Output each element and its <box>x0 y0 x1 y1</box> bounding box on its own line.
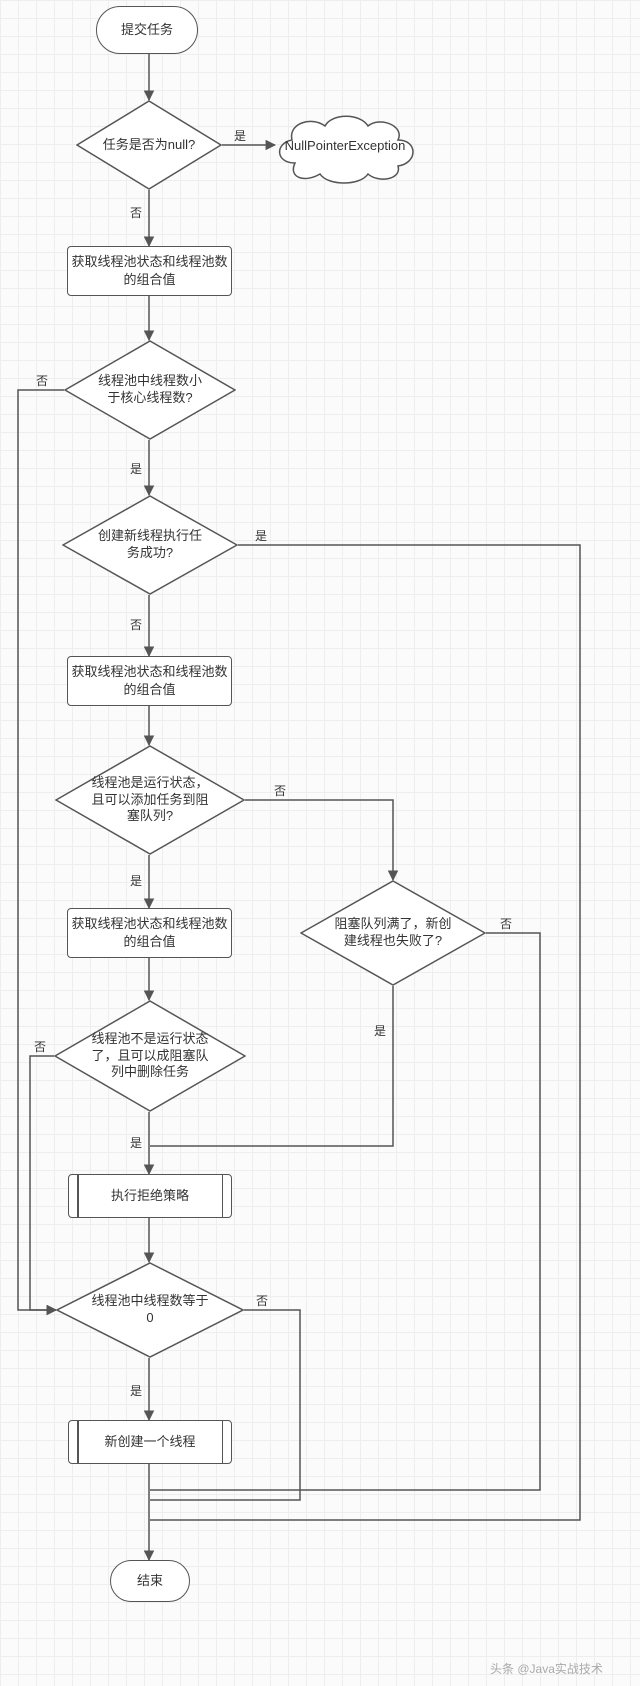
process-get-state-2-label: 获取线程池状态和线程池数的组合值 <box>68 663 231 698</box>
exception-cloud-label: NullPointerException <box>285 138 406 155</box>
process-get-state-1-label: 获取线程池状态和线程池数的组合值 <box>68 253 231 288</box>
process-get-state-1: 获取线程池状态和线程池数的组合值 <box>67 246 232 296</box>
label-notrun-no: 否 <box>34 1038 46 1055</box>
decision-not-running-remove: 线程池不是运行状态了，且可以成阻塞队列中删除任务 <box>54 1000 246 1112</box>
decision-queue-full: 阻塞队列满了，新创建线程也失败了? <box>300 880 486 986</box>
terminator-start: 提交任务 <box>96 6 198 54</box>
label-core-yes: 是 <box>130 460 142 477</box>
label-create-no: 否 <box>130 616 142 633</box>
terminator-end: 结束 <box>110 1560 190 1602</box>
decision-task-null: 任务是否为null? <box>76 100 222 190</box>
process-get-state-3: 获取线程池状态和线程池数的组合值 <box>67 908 232 958</box>
decision-task-null-label: 任务是否为null? <box>103 137 195 154</box>
decision-less-core: 线程池中线程数小于核心线程数? <box>64 340 236 440</box>
terminator-end-label: 结束 <box>137 1572 163 1590</box>
label-null-no: 否 <box>130 204 142 221</box>
decision-less-core-label: 线程池中线程数小于核心线程数? <box>95 373 205 407</box>
decision-running-add-queue: 线程池是运行状态，且可以添加任务到阻塞队列? <box>55 745 245 855</box>
decision-create-success: 创建新线程执行任务成功? <box>62 495 238 595</box>
process-get-state-2: 获取线程池状态和线程池数的组合值 <box>67 656 232 706</box>
label-queuefull-yes: 是 <box>374 1022 386 1039</box>
subprocess-reject-label: 执行拒绝策略 <box>111 1187 189 1205</box>
decision-not-running-remove-label: 线程池不是运行状态了，且可以成阻塞队列中删除任务 <box>89 1031 212 1082</box>
decision-queue-full-label: 阻塞队列满了，新创建线程也失败了? <box>333 916 452 950</box>
label-zero-yes: 是 <box>130 1382 142 1399</box>
label-core-no: 否 <box>36 372 48 389</box>
label-running-no: 否 <box>274 782 286 799</box>
subprocess-create-thread: 新创建一个线程 <box>68 1420 232 1464</box>
exception-cloud: NullPointerException <box>270 108 420 184</box>
label-running-yes: 是 <box>130 872 142 889</box>
decision-running-add-queue-label: 线程池是运行状态，且可以添加任务到阻塞队列? <box>89 775 211 826</box>
label-queuefull-no: 否 <box>500 915 512 932</box>
label-zero-no: 否 <box>256 1292 268 1309</box>
decision-zero-worker-label: 线程池中线程数等于0 <box>90 1293 210 1327</box>
subprocess-create-thread-label: 新创建一个线程 <box>104 1433 195 1451</box>
label-create-yes: 是 <box>255 527 267 544</box>
label-notrun-yes: 是 <box>130 1134 142 1151</box>
terminator-start-label: 提交任务 <box>121 21 173 39</box>
watermark: 头条 @Java实战技术 <box>490 1660 603 1677</box>
watermark-text: 头条 @Java实战技术 <box>490 1662 603 1676</box>
process-get-state-3-label: 获取线程池状态和线程池数的组合值 <box>68 915 231 950</box>
label-null-yes: 是 <box>234 127 246 144</box>
decision-zero-worker: 线程池中线程数等于0 <box>56 1262 244 1358</box>
subprocess-reject: 执行拒绝策略 <box>68 1174 232 1218</box>
decision-create-success-label: 创建新线程执行任务成功? <box>94 528 207 562</box>
